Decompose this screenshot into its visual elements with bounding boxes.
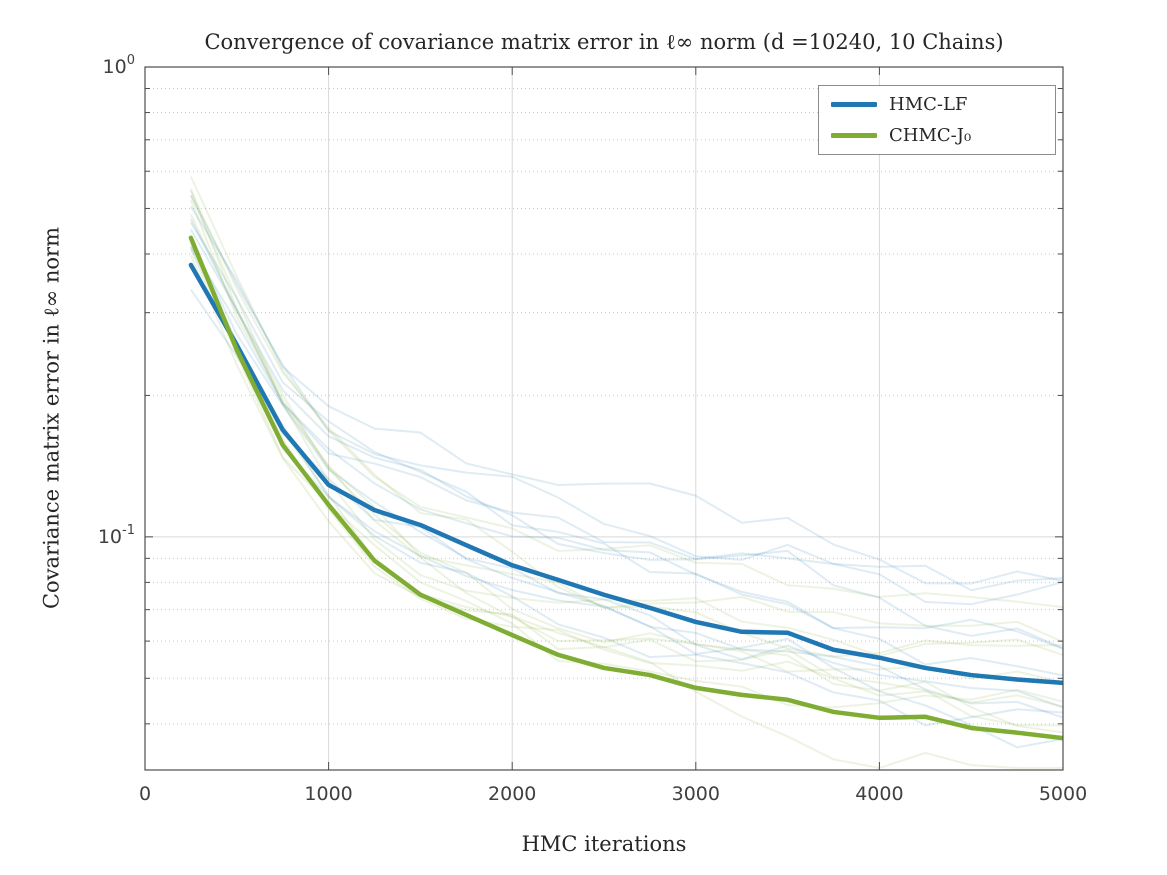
legend-swatch-chmc-j0 — [831, 133, 877, 138]
x-tick-label: 4000 — [855, 783, 903, 805]
legend-label-chmc-j0: CHMC-J₀ — [889, 125, 972, 146]
legend: HMC-LF CHMC-J₀ — [818, 85, 1056, 155]
legend-swatch-hmc-lf — [831, 102, 877, 107]
x-axis-label: HMC iterations — [521, 832, 687, 856]
x-tick-label: 5000 — [1039, 783, 1087, 805]
x-tick-label: 3000 — [672, 783, 720, 805]
x-tick-label: 1000 — [304, 783, 352, 805]
x-tick-label: 0 — [139, 783, 151, 805]
x-tick-label: 2000 — [488, 783, 536, 805]
legend-item-hmc-lf: HMC-LF — [831, 94, 1043, 115]
legend-item-chmc-j0: CHMC-J₀ — [831, 125, 1043, 146]
chart-title: Convergence of covariance matrix error i… — [204, 30, 1004, 54]
y-axis-label: Covariance matrix error in ℓ∞ norm — [39, 226, 64, 610]
y-tick-label: 10-1 — [98, 523, 135, 548]
y-tick-label: 100 — [103, 53, 135, 78]
legend-label-hmc-lf: HMC-LF — [889, 94, 968, 115]
